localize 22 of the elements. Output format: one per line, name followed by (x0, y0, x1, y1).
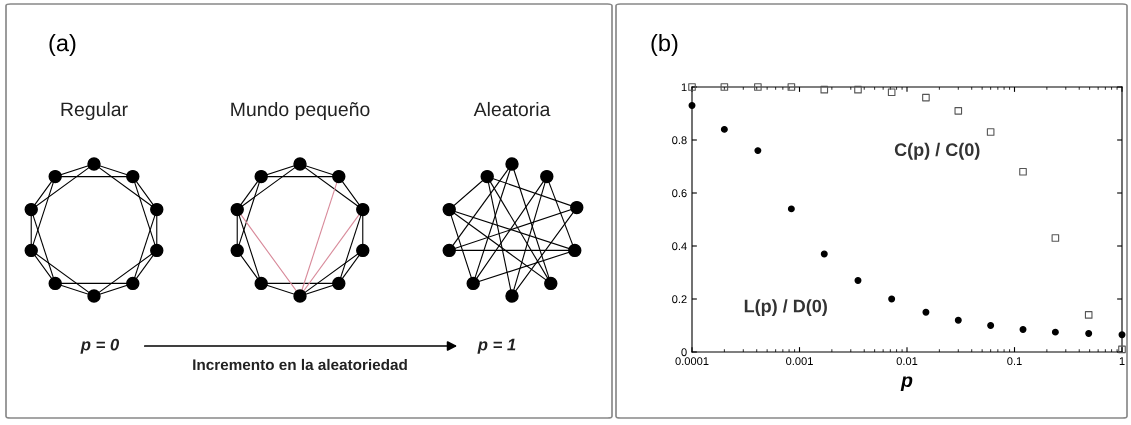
text: Regular (61, 101, 128, 121)
text: Aleatoria (473, 101, 551, 117)
text: Incremento en la aleatoriedad (193, 358, 407, 371)
y-tick-label: 1 (681, 83, 687, 92)
text: p = 1 (477, 338, 516, 354)
x-tick-label: 1 (1119, 357, 1125, 365)
x-axis-title: p (900, 376, 913, 391)
series-label: C(p) / C(0) (894, 142, 980, 160)
x-tick-label: 0.001 (786, 357, 813, 366)
y-tick-label: 0.6 (672, 189, 687, 198)
series-label: L(p) / D(0) (744, 299, 827, 316)
chart-title: (b) (651, 34, 678, 56)
y-tick-label: 0 (681, 348, 687, 357)
text: p = 0 (80, 338, 120, 354)
x-tick-label: 0.1 (1007, 357, 1022, 366)
y-tick-label: 0.2 (672, 295, 687, 304)
x-tick-label: 0.01 (896, 357, 918, 366)
x-tick-label: 0.0001 (675, 357, 709, 366)
y-tick-label: 0.4 (672, 242, 687, 251)
text: Mundo pequeño (231, 101, 370, 121)
y-tick-label: 0.8 (672, 136, 687, 145)
text: (a) (49, 34, 76, 56)
